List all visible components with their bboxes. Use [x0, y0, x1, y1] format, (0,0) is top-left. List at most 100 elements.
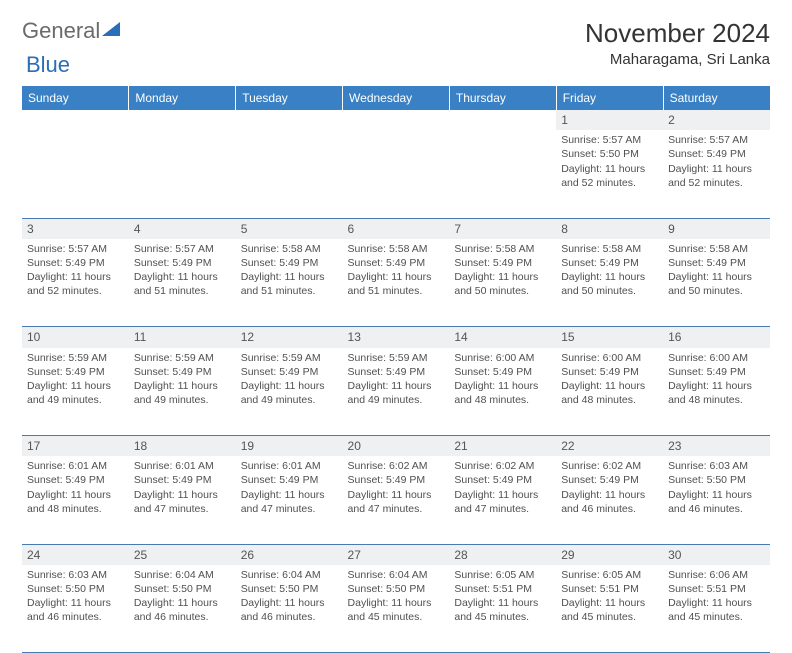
day-number-cell: 24	[22, 544, 129, 565]
sunrise-line: Sunrise: 5:59 AM	[348, 351, 445, 365]
day-content-cell	[236, 130, 343, 218]
sunrise-line: Sunrise: 6:01 AM	[241, 459, 338, 473]
sunrise-line: Sunrise: 5:57 AM	[134, 242, 231, 256]
day-content-cell	[129, 130, 236, 218]
day-number-cell: 7	[449, 218, 556, 239]
sunset-line: Sunset: 5:51 PM	[668, 582, 765, 596]
sunrise-line: Sunrise: 6:01 AM	[27, 459, 124, 473]
day-content-cell: Sunrise: 6:06 AMSunset: 5:51 PMDaylight:…	[663, 565, 770, 653]
day-content-cell: Sunrise: 6:04 AMSunset: 5:50 PMDaylight:…	[236, 565, 343, 653]
day-number-cell: 1	[556, 110, 663, 130]
day-content-cell: Sunrise: 5:57 AMSunset: 5:49 PMDaylight:…	[663, 130, 770, 218]
day-number-cell: 20	[343, 436, 450, 457]
sunrise-line: Sunrise: 5:58 AM	[348, 242, 445, 256]
day-number-cell: 16	[663, 327, 770, 348]
sunrise-line: Sunrise: 5:57 AM	[561, 133, 658, 147]
daylight-line: Daylight: 11 hours and 48 minutes.	[27, 488, 124, 516]
sunrise-line: Sunrise: 5:58 AM	[454, 242, 551, 256]
sunrise-line: Sunrise: 6:02 AM	[561, 459, 658, 473]
sunset-line: Sunset: 5:49 PM	[241, 256, 338, 270]
sunrise-line: Sunrise: 6:02 AM	[454, 459, 551, 473]
day-content-cell: Sunrise: 6:00 AMSunset: 5:49 PMDaylight:…	[556, 348, 663, 436]
day-content-cell: Sunrise: 6:04 AMSunset: 5:50 PMDaylight:…	[343, 565, 450, 653]
weekday-header: Wednesday	[343, 86, 450, 110]
sunrise-line: Sunrise: 6:06 AM	[668, 568, 765, 582]
weekday-header: Monday	[129, 86, 236, 110]
day-content-cell: Sunrise: 5:57 AMSunset: 5:49 PMDaylight:…	[22, 239, 129, 327]
day-content-cell: Sunrise: 5:57 AMSunset: 5:50 PMDaylight:…	[556, 130, 663, 218]
sunset-line: Sunset: 5:49 PM	[668, 147, 765, 161]
logo: General	[22, 18, 126, 44]
daylight-line: Daylight: 11 hours and 49 minutes.	[134, 379, 231, 407]
day-number-cell: 13	[343, 327, 450, 348]
daylight-line: Daylight: 11 hours and 49 minutes.	[27, 379, 124, 407]
daylight-line: Daylight: 11 hours and 47 minutes.	[348, 488, 445, 516]
sunrise-line: Sunrise: 6:00 AM	[454, 351, 551, 365]
weekday-header: Sunday	[22, 86, 129, 110]
day-number-cell	[129, 110, 236, 130]
sunset-line: Sunset: 5:49 PM	[27, 256, 124, 270]
day-content-cell	[449, 130, 556, 218]
day-number-cell: 27	[343, 544, 450, 565]
sunset-line: Sunset: 5:49 PM	[241, 473, 338, 487]
location: Maharagama, Sri Lanka	[585, 51, 770, 68]
daylight-line: Daylight: 11 hours and 51 minutes.	[134, 270, 231, 298]
sunset-line: Sunset: 5:49 PM	[348, 256, 445, 270]
daylight-line: Daylight: 11 hours and 49 minutes.	[241, 379, 338, 407]
sunset-line: Sunset: 5:49 PM	[134, 365, 231, 379]
sunset-line: Sunset: 5:49 PM	[27, 473, 124, 487]
sunset-line: Sunset: 5:49 PM	[454, 365, 551, 379]
sunrise-line: Sunrise: 6:03 AM	[668, 459, 765, 473]
sunset-line: Sunset: 5:49 PM	[561, 365, 658, 379]
day-content-cell: Sunrise: 5:58 AMSunset: 5:49 PMDaylight:…	[556, 239, 663, 327]
day-number-cell: 10	[22, 327, 129, 348]
day-number-cell: 8	[556, 218, 663, 239]
sunrise-line: Sunrise: 6:02 AM	[348, 459, 445, 473]
daylight-line: Daylight: 11 hours and 45 minutes.	[348, 596, 445, 624]
daylight-line: Daylight: 11 hours and 46 minutes.	[561, 488, 658, 516]
day-number-cell: 21	[449, 436, 556, 457]
day-number-cell	[343, 110, 450, 130]
sunset-line: Sunset: 5:50 PM	[27, 582, 124, 596]
sunrise-line: Sunrise: 5:59 AM	[27, 351, 124, 365]
day-number-cell: 28	[449, 544, 556, 565]
sunset-line: Sunset: 5:49 PM	[241, 365, 338, 379]
sunset-line: Sunset: 5:50 PM	[668, 473, 765, 487]
sunrise-line: Sunrise: 5:58 AM	[561, 242, 658, 256]
sunrise-line: Sunrise: 6:00 AM	[668, 351, 765, 365]
sunset-line: Sunset: 5:50 PM	[348, 582, 445, 596]
daylight-line: Daylight: 11 hours and 47 minutes.	[241, 488, 338, 516]
day-number-cell	[236, 110, 343, 130]
daylight-line: Daylight: 11 hours and 47 minutes.	[454, 488, 551, 516]
day-number-cell: 2	[663, 110, 770, 130]
day-content-cell: Sunrise: 6:03 AMSunset: 5:50 PMDaylight:…	[663, 456, 770, 544]
day-number-cell: 22	[556, 436, 663, 457]
sunrise-line: Sunrise: 5:59 AM	[134, 351, 231, 365]
daylight-line: Daylight: 11 hours and 50 minutes.	[668, 270, 765, 298]
weekday-header: Friday	[556, 86, 663, 110]
sunrise-line: Sunrise: 6:04 AM	[134, 568, 231, 582]
day-content-cell: Sunrise: 6:01 AMSunset: 5:49 PMDaylight:…	[22, 456, 129, 544]
day-content-cell: Sunrise: 6:05 AMSunset: 5:51 PMDaylight:…	[449, 565, 556, 653]
daylight-line: Daylight: 11 hours and 48 minutes.	[454, 379, 551, 407]
day-number-cell: 14	[449, 327, 556, 348]
sunrise-line: Sunrise: 5:58 AM	[241, 242, 338, 256]
day-content-cell: Sunrise: 5:59 AMSunset: 5:49 PMDaylight:…	[129, 348, 236, 436]
day-number-cell	[22, 110, 129, 130]
day-number-cell: 3	[22, 218, 129, 239]
sunset-line: Sunset: 5:49 PM	[561, 256, 658, 270]
sunset-line: Sunset: 5:49 PM	[134, 256, 231, 270]
daylight-line: Daylight: 11 hours and 50 minutes.	[454, 270, 551, 298]
daylight-line: Daylight: 11 hours and 46 minutes.	[134, 596, 231, 624]
day-number-cell: 17	[22, 436, 129, 457]
daylight-line: Daylight: 11 hours and 47 minutes.	[134, 488, 231, 516]
sunrise-line: Sunrise: 6:01 AM	[134, 459, 231, 473]
day-content-cell: Sunrise: 5:58 AMSunset: 5:49 PMDaylight:…	[236, 239, 343, 327]
daylight-line: Daylight: 11 hours and 45 minutes.	[668, 596, 765, 624]
day-number-cell: 4	[129, 218, 236, 239]
triangle-icon	[102, 20, 124, 43]
daylight-line: Daylight: 11 hours and 51 minutes.	[348, 270, 445, 298]
daylight-line: Daylight: 11 hours and 49 minutes.	[348, 379, 445, 407]
day-number-cell: 23	[663, 436, 770, 457]
sunset-line: Sunset: 5:49 PM	[668, 365, 765, 379]
